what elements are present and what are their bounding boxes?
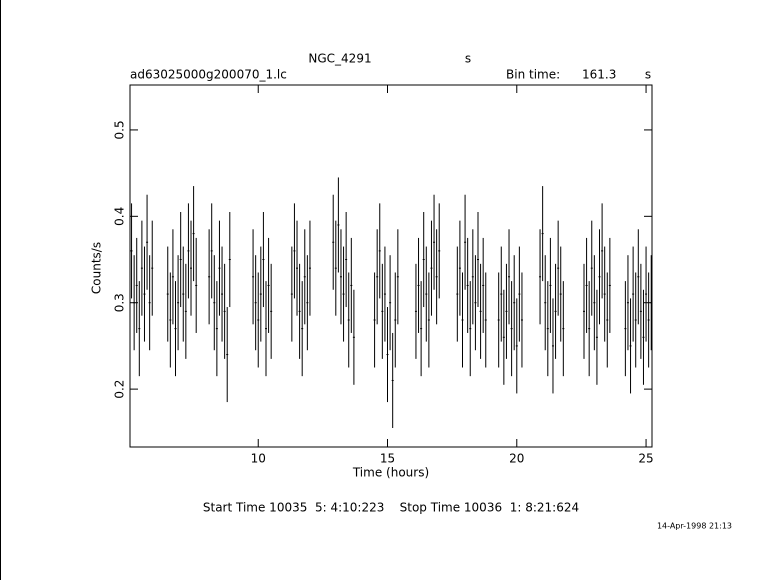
y-tick-label: 0.4	[113, 207, 127, 226]
x-tick-label: 15	[380, 452, 395, 466]
chart-title: NGC_4291	[308, 52, 371, 66]
x-tick-label: 25	[638, 452, 653, 466]
date: 14-Apr-1998 21:13	[657, 522, 732, 531]
x-tick-label: 10	[251, 452, 266, 466]
y-axis-label: Counts/s	[90, 242, 104, 294]
y-tick-label: 0.5	[113, 120, 127, 139]
x-axis-label: Time (hours)	[352, 466, 429, 480]
y-tick-label: 0.2	[113, 380, 127, 399]
x-tick-label: 20	[509, 452, 524, 466]
footer: Start Time 10035 5: 4:10:223 Stop Time 1…	[203, 501, 579, 515]
plot-frame	[129, 84, 653, 448]
y-tick-label: 0.3	[113, 293, 127, 312]
bin-time-unit: s	[645, 68, 651, 82]
title-unit: s	[465, 52, 471, 66]
bin-time-label: Bin time:	[506, 68, 560, 82]
bin-time: 161.3	[582, 68, 616, 82]
file-name: ad63025000g200070_1.lc	[130, 68, 287, 82]
